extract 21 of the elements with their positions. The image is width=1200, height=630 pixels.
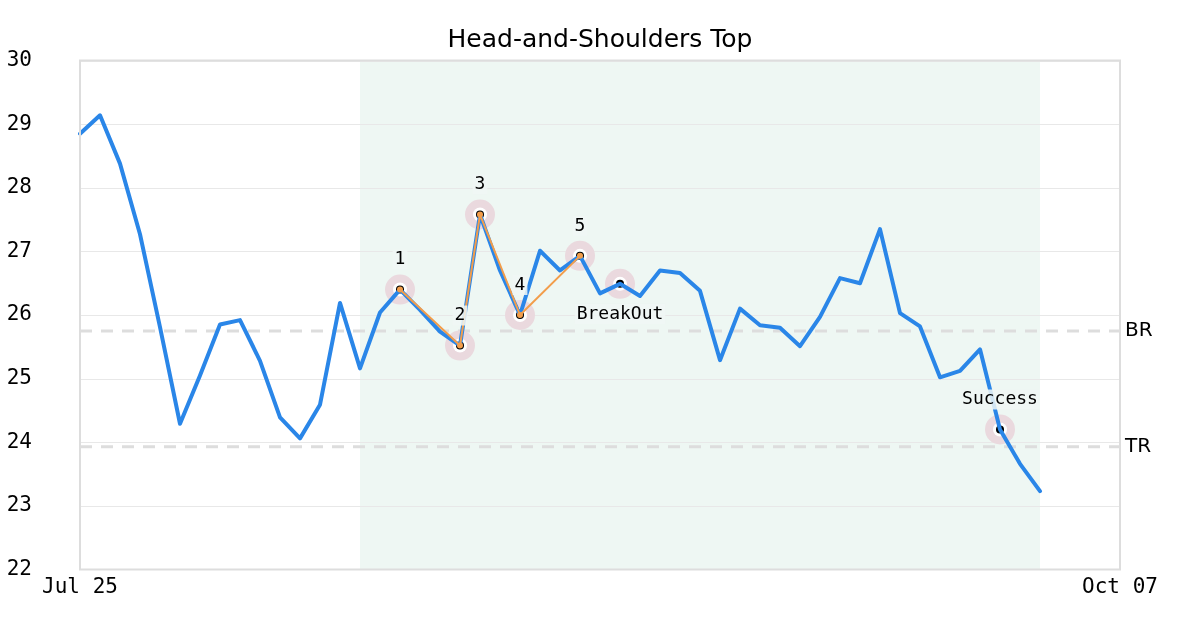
y-tick-label: 30 (6, 47, 32, 72)
x-tick-label: Jul 25 (42, 574, 118, 599)
chart-title: Head-and-Shoulders Top (447, 23, 753, 53)
x-tick-label: Oct 07 (1082, 574, 1158, 599)
series-label: 1 (394, 247, 406, 269)
y-tick-label: 23 (6, 492, 32, 517)
y-tick-label: 27 (6, 237, 32, 262)
series-label: BreakOut (576, 301, 664, 323)
y-tick-label: 26 (6, 301, 32, 326)
series-label: 3 (474, 172, 486, 194)
y-tick-label: 24 (6, 428, 32, 453)
y-tick-label: 22 (6, 555, 32, 580)
series-label: 2 (454, 303, 466, 325)
series-label: 4 (514, 272, 526, 294)
y-tick-label: 29 (6, 110, 32, 135)
y-tick-label: 25 (6, 365, 32, 390)
ref-line-label: TR (1124, 432, 1152, 457)
y-tick-label: 28 (6, 174, 32, 199)
series-label: Success (962, 387, 1038, 409)
ref-line-label: BR (1125, 317, 1153, 342)
series-label: 5 (574, 213, 586, 235)
